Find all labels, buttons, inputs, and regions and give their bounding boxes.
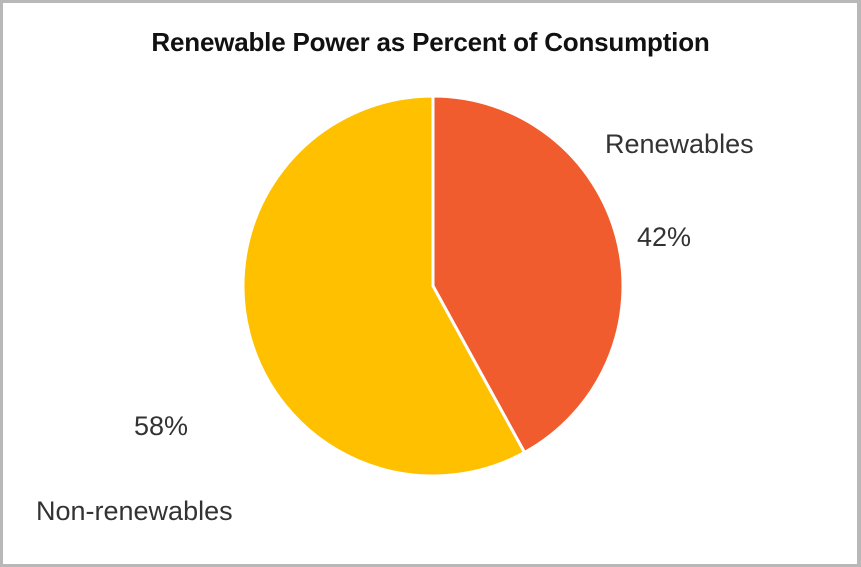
chart-title: Renewable Power as Percent of Consumptio… [151,27,710,57]
slice-label-renewables: Renewables [605,129,754,159]
pie-slice-renewables [431,94,625,454]
slice-value-non-renewables: 58% [134,411,189,441]
slice-label-non-renewables: Non-renewables [36,496,233,526]
pie-slice-non-renewables [241,94,527,478]
slice-value-renewables: 42% [637,222,692,252]
